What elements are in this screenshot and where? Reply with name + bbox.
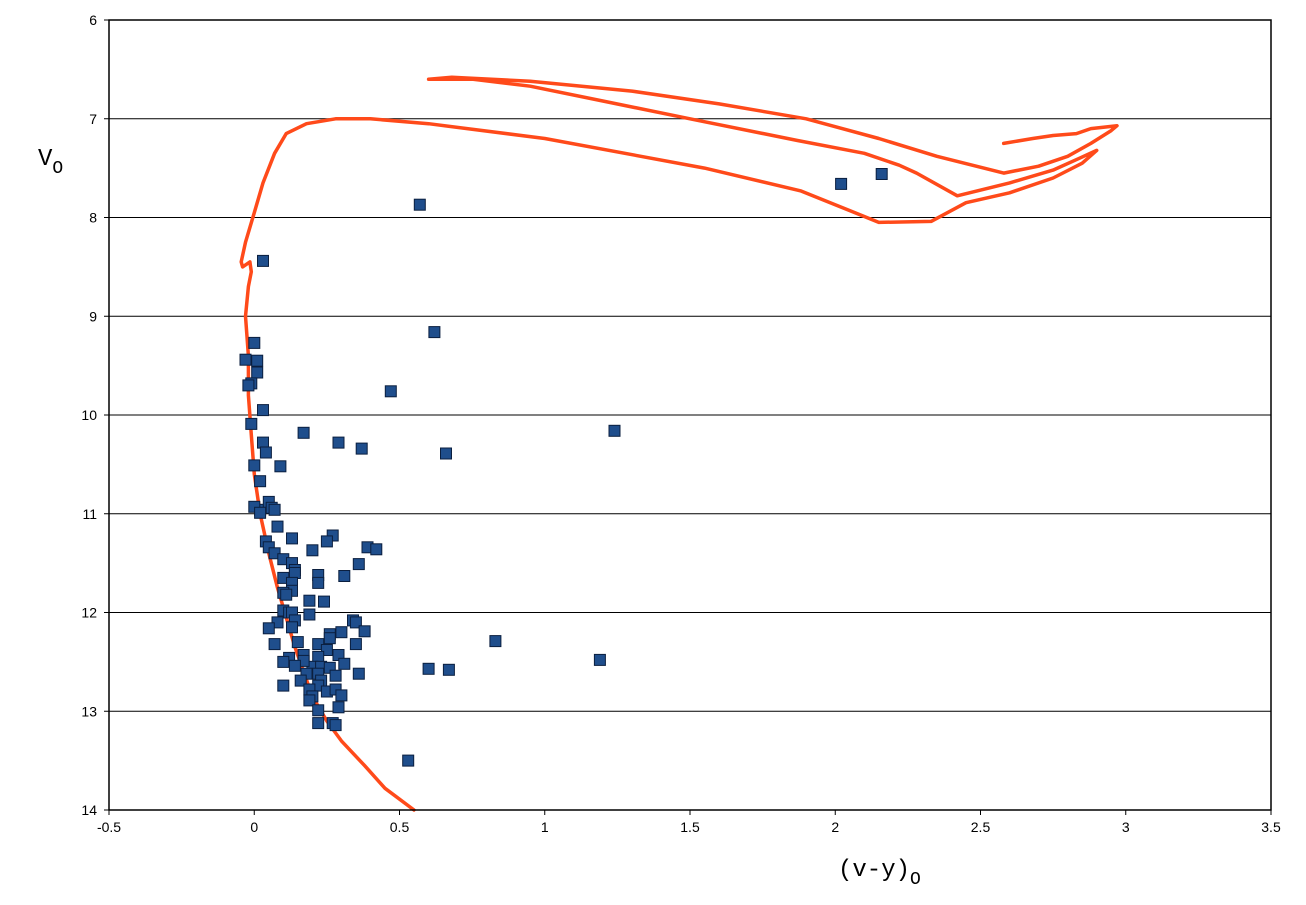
data-point-72 <box>320 644 333 656</box>
data-point-90 <box>352 667 365 680</box>
y-axis-label-subscript: O <box>52 159 63 179</box>
y-axis-label: VO <box>38 146 63 179</box>
data-point-0 <box>413 198 426 211</box>
data-point-76 <box>489 635 502 648</box>
y-tick-label-6: 12 <box>81 605 97 621</box>
data-point-1 <box>257 254 269 267</box>
data-point-64 <box>358 625 371 638</box>
y-tick-label-7: 13 <box>81 703 97 719</box>
data-point-87 <box>442 663 455 676</box>
data-point-27 <box>254 506 267 519</box>
data-point-46 <box>312 576 325 589</box>
data-point-17 <box>257 436 269 449</box>
data-point-80 <box>277 655 290 668</box>
data-point-92 <box>294 674 307 687</box>
data-point-12 <box>608 424 621 437</box>
data-point-106 <box>402 754 415 767</box>
x-tick-label-1: 0 <box>250 819 258 835</box>
isochrone-curve-group <box>239 75 1119 812</box>
data-point-52 <box>303 594 316 607</box>
data-point-68 <box>291 636 304 649</box>
data-point-62 <box>286 621 298 634</box>
data-point-8 <box>242 379 255 392</box>
data-point-74 <box>338 657 351 670</box>
data-point-108 <box>875 168 888 180</box>
data-point-9 <box>384 385 397 398</box>
data-point-100 <box>303 694 316 707</box>
data-point-3 <box>248 336 261 349</box>
grid-lines <box>109 118 1271 712</box>
data-point-36 <box>306 544 319 557</box>
data-point-32 <box>286 532 298 545</box>
data-point-4 <box>239 353 252 366</box>
x-tick-label-5: 2 <box>831 819 839 835</box>
data-point-75 <box>312 650 325 663</box>
data-point-44 <box>338 570 351 582</box>
y-tick-label-4: 10 <box>81 407 97 423</box>
data-point-33 <box>320 535 333 548</box>
x-tick-label-4: 1.5 <box>680 819 700 835</box>
data-point-61 <box>262 622 275 635</box>
data-point-21 <box>274 460 287 473</box>
x-tick-label-6: 2.5 <box>971 819 991 835</box>
data-point-105 <box>329 719 342 732</box>
x-tick-label-3: 1 <box>541 819 549 835</box>
data-point-16 <box>440 447 452 460</box>
data-point-103 <box>312 717 325 730</box>
data-point-99 <box>335 689 348 702</box>
y-tick-label-3: 9 <box>89 308 97 324</box>
data-point-28 <box>271 520 284 533</box>
data-point-66 <box>268 638 281 651</box>
data-point-94 <box>277 679 290 692</box>
y-tick-label-0: 6 <box>89 12 97 28</box>
data-point-5 <box>251 354 264 367</box>
data-point-20 <box>254 475 267 488</box>
data-point-15 <box>355 442 368 455</box>
data-point-10 <box>257 404 269 417</box>
data-point-42 <box>352 558 365 571</box>
data-point-81 <box>288 659 301 672</box>
data-point-2 <box>428 326 441 339</box>
data-point-11 <box>245 417 258 430</box>
data-point-14 <box>332 436 345 449</box>
x-axis-label-subscript: O <box>910 870 921 890</box>
data-point-107 <box>835 177 848 190</box>
data-point-85 <box>593 653 606 666</box>
data-point-89 <box>329 669 342 682</box>
x-axis-label: (v-y)O <box>838 857 921 890</box>
data-point-70 <box>349 638 362 651</box>
data-point-102 <box>312 704 325 717</box>
data-point-19 <box>248 459 261 472</box>
y-tick-label-8: 14 <box>81 802 97 818</box>
data-point-56 <box>303 608 316 621</box>
x-tick-label-0: -0.5 <box>97 819 121 835</box>
data-point-18 <box>259 446 272 459</box>
data-point-50 <box>280 588 293 601</box>
data-point-41 <box>288 567 301 579</box>
x-tick-label-2: 0.5 <box>390 819 410 835</box>
y-tick-label-2: 8 <box>89 210 97 226</box>
data-point-69 <box>323 632 336 645</box>
data-point-86 <box>422 662 435 675</box>
x-tick-label-7: 3 <box>1122 819 1130 835</box>
data-point-101 <box>332 701 345 714</box>
y-tick-label-5: 11 <box>82 506 97 522</box>
tick-labels: -0.5 0 0.5 1 1.5 2 2.5 3 3.5 6 7 8 9 10 11 12 13 14 <box>81 12 1281 835</box>
data-points-group <box>239 168 888 767</box>
data-point-13 <box>297 426 310 439</box>
data-point-51 <box>318 595 330 608</box>
x-tick-label-8: 3.5 <box>1261 819 1281 835</box>
data-point-63 <box>335 626 348 639</box>
data-point-25 <box>268 503 281 516</box>
data-point-58 <box>349 616 362 629</box>
y-tick-label-1: 7 <box>89 111 97 127</box>
data-point-6 <box>251 366 264 379</box>
isochrone-curve <box>239 75 1119 812</box>
data-point-35 <box>370 543 383 556</box>
